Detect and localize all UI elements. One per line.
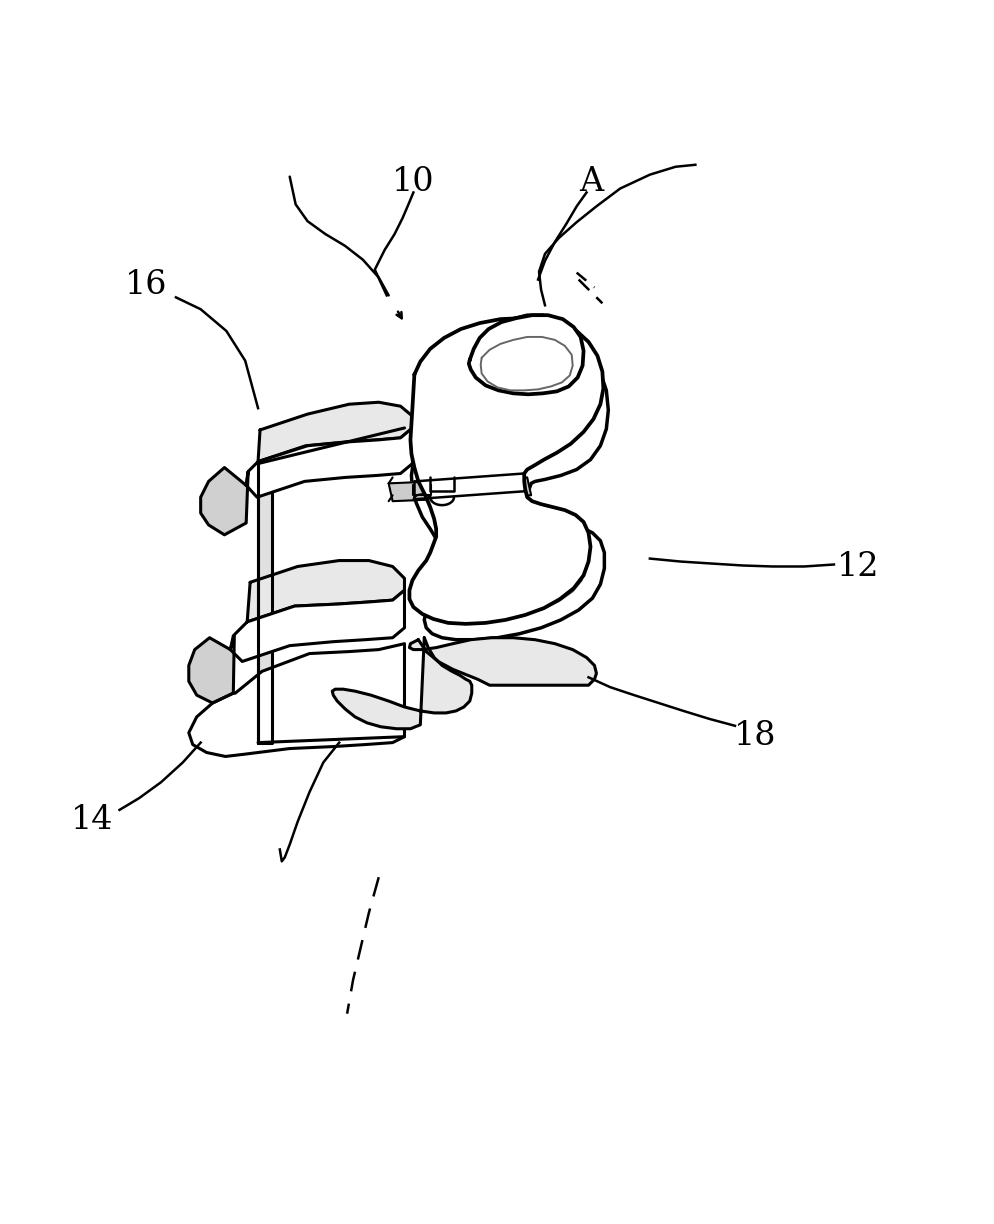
Text: 18: 18 [733,720,775,752]
Polygon shape [189,644,405,756]
Text: A: A [579,165,603,197]
Polygon shape [257,464,271,743]
Text: 12: 12 [837,552,879,584]
Polygon shape [257,403,412,461]
Polygon shape [468,315,583,394]
Polygon shape [409,638,595,685]
Polygon shape [246,428,412,497]
Text: 16: 16 [125,269,167,301]
Text: 14: 14 [71,804,113,836]
Polygon shape [201,468,248,535]
Polygon shape [476,315,571,388]
Polygon shape [389,477,531,501]
Text: 10: 10 [392,165,434,197]
Polygon shape [189,635,234,703]
Polygon shape [332,638,471,728]
Polygon shape [247,561,405,622]
Polygon shape [411,330,607,640]
Polygon shape [409,318,602,624]
Polygon shape [231,590,405,661]
